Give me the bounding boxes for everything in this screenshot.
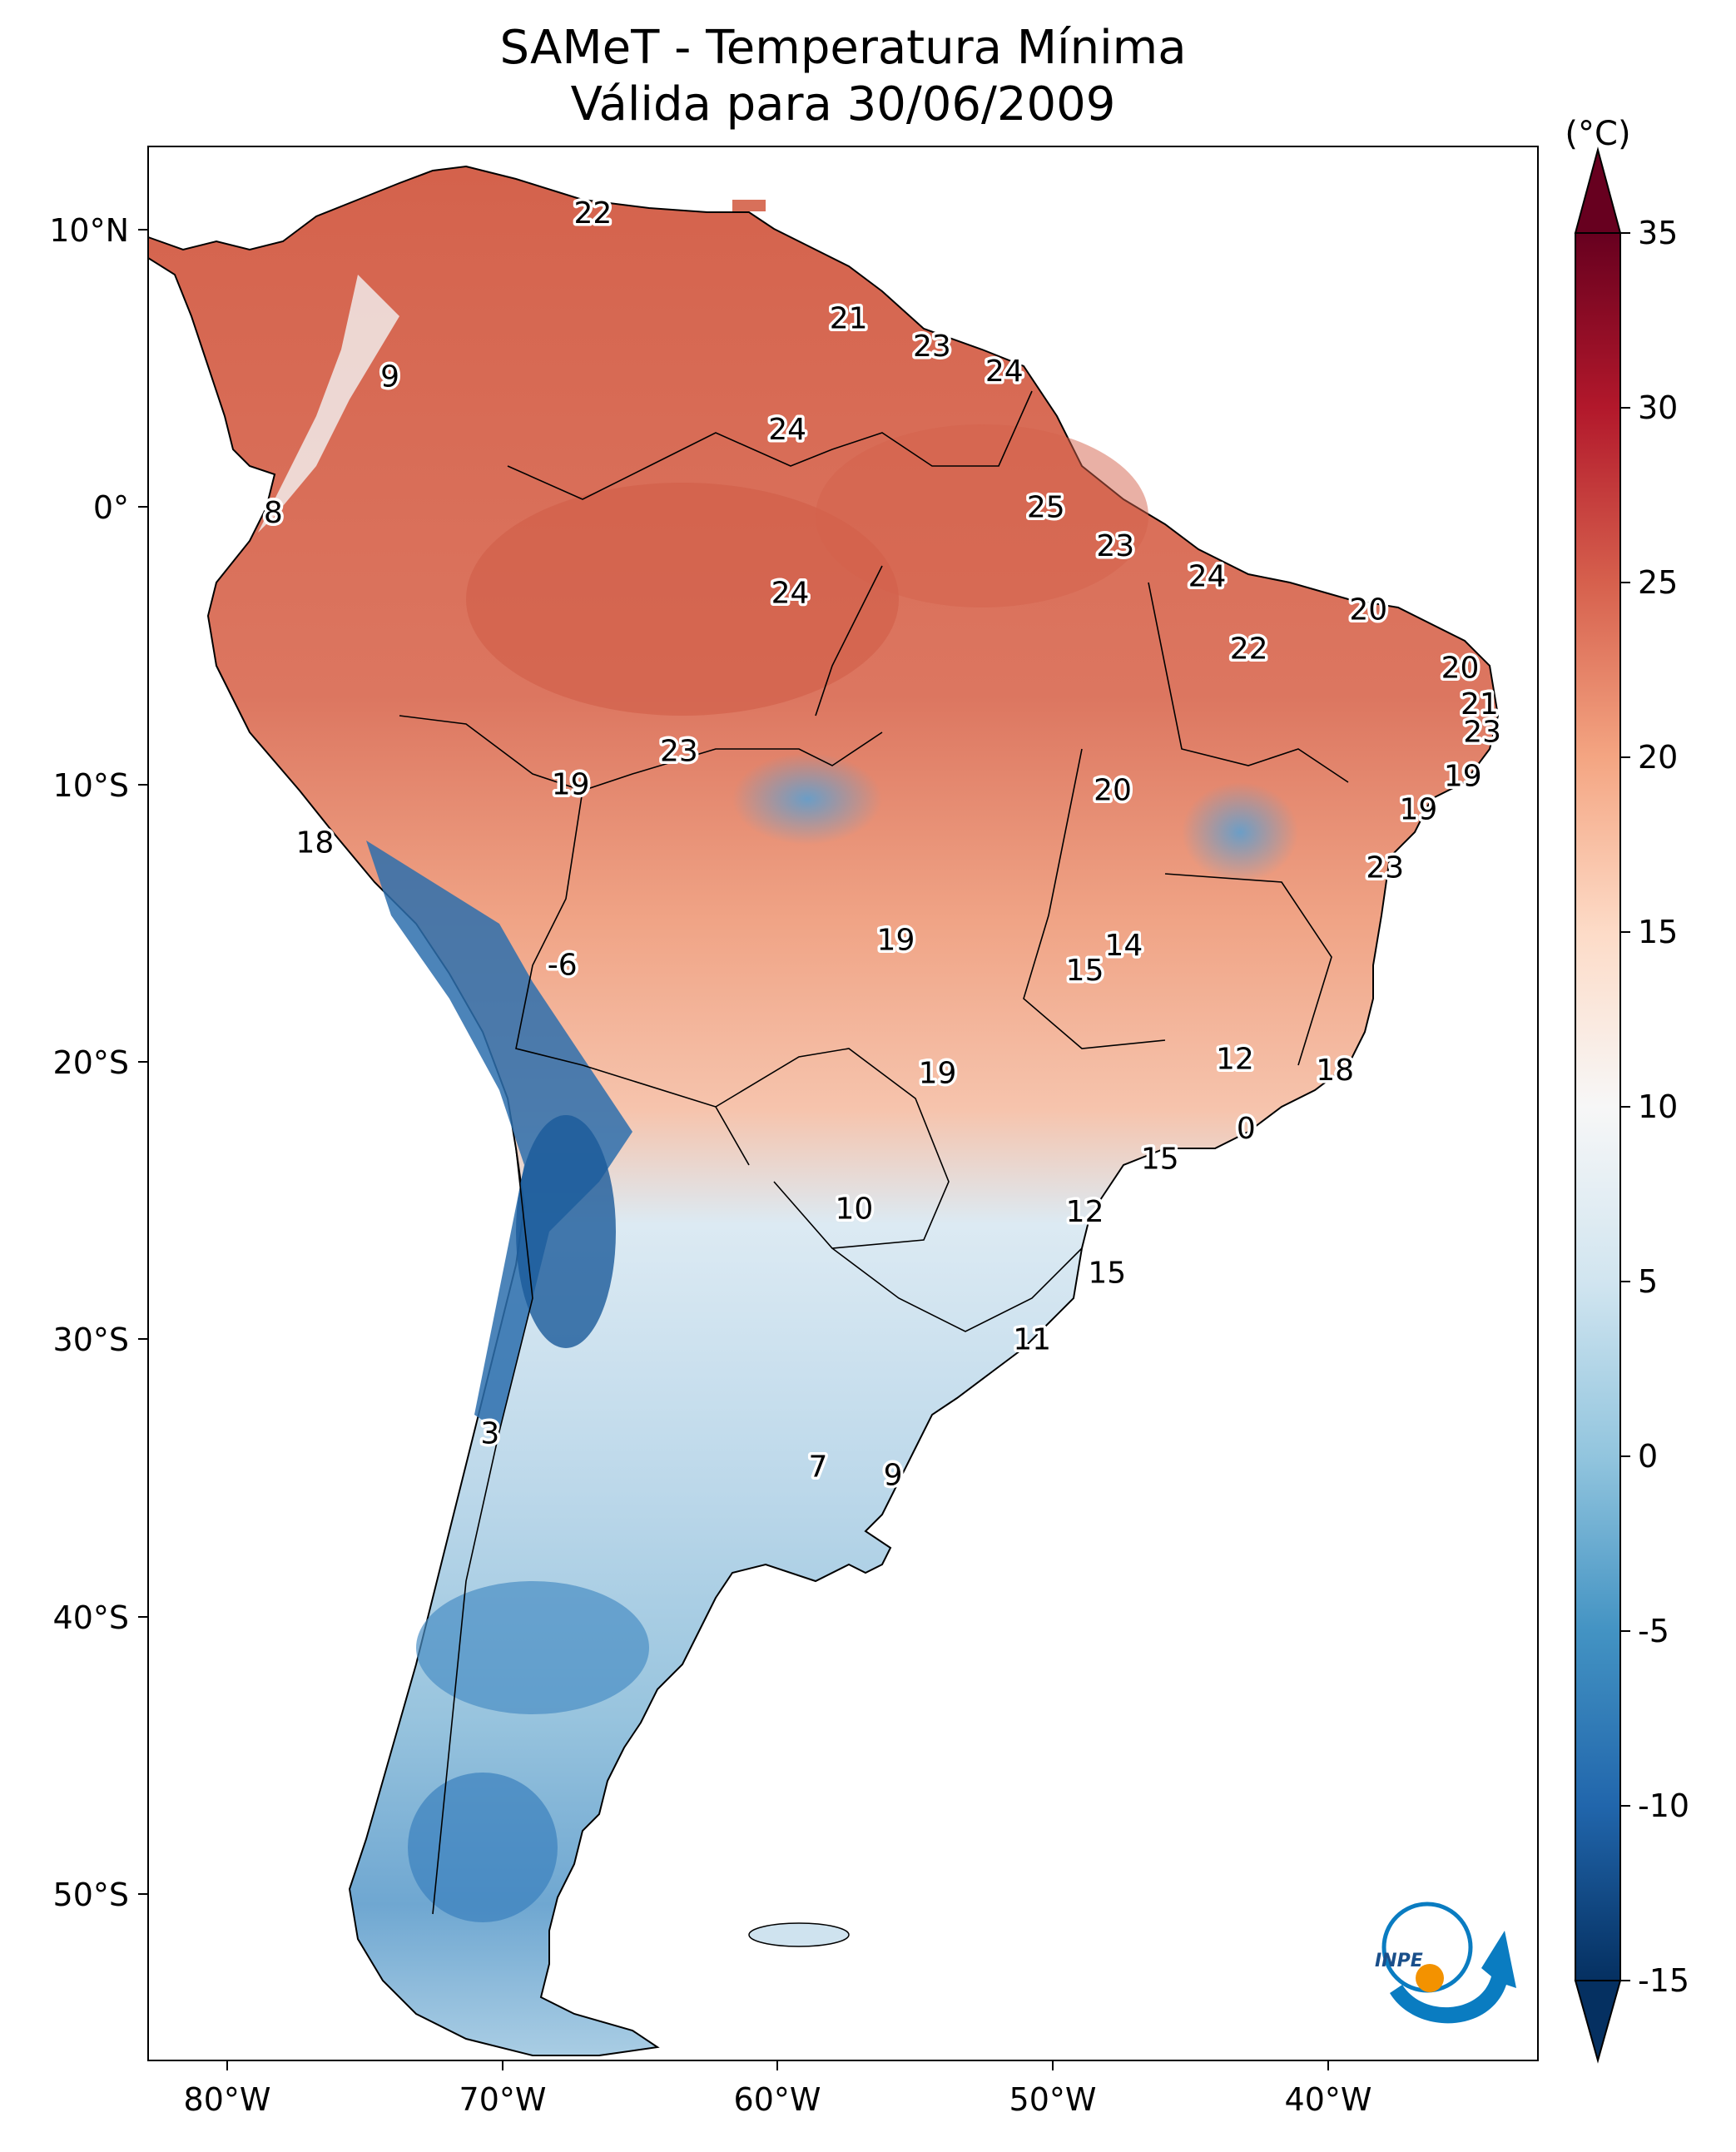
colorbar-tick-label: 35 (1638, 215, 1678, 251)
colorbar-tick-label: 30 (1638, 389, 1678, 426)
y-tick-label: 40°S (53, 1599, 129, 1636)
station-label: 21 (830, 302, 868, 336)
cool-region-bahia (1182, 782, 1298, 882)
station-label: 23 (1096, 529, 1134, 563)
x-tick-label: 60°W (734, 2081, 821, 2118)
station-label: 24 (771, 577, 810, 611)
colorbar-tick-label: 25 (1638, 564, 1678, 601)
border-north (507, 390, 1033, 500)
colorbar-tick-label: 15 (1638, 914, 1678, 950)
station-label: 19 (1444, 760, 1482, 794)
station-label: 7 (808, 1450, 827, 1485)
logo-swoosh-icon (1390, 1931, 1516, 2024)
station-label: 12 (1216, 1043, 1254, 1077)
station-label: 15 (1141, 1143, 1179, 1177)
warm-region-amazon (466, 483, 899, 716)
station-label: 11 (1013, 1322, 1051, 1356)
station-label: 15 (1088, 1256, 1126, 1290)
very-cold-region-chile-argentina (516, 1115, 616, 1348)
station-label: 12 (1066, 1195, 1104, 1229)
station-label: 24 (985, 355, 1024, 389)
x-tick-label: 70°W (459, 2081, 547, 2118)
station-label: 25 (1027, 490, 1065, 524)
station-label: 19 (1399, 793, 1437, 827)
colorbar-tick-label: 20 (1638, 739, 1678, 776)
station-label: 9 (380, 360, 399, 394)
station-label: 20 (1441, 652, 1480, 686)
title-line-2: Válida para 30/06/2009 (570, 77, 1116, 131)
border-brazil-states-4 (1148, 582, 1349, 783)
station-label: 24 (768, 413, 806, 447)
border-brazil-west (399, 715, 883, 791)
station-label: 19 (877, 923, 915, 957)
station-label: 8 (264, 496, 283, 530)
station-label: 23 (660, 735, 698, 769)
map-title: SAMeT - Temperatura Mínima Válida para 3… (148, 20, 1538, 133)
station-label: 23 (1463, 715, 1501, 749)
cold-region-patagonia (416, 1581, 649, 1714)
station-label: 3 (480, 1417, 499, 1451)
title-line-1: SAMeT - Temperatura Mínima (499, 21, 1187, 75)
x-tick-label: 80°W (184, 2081, 271, 2118)
border-uruguay (831, 1247, 1083, 1332)
border-paraguay (715, 1048, 950, 1249)
logo-dot-icon (1416, 1964, 1444, 1992)
border-chile-argentina (432, 1148, 533, 1915)
inpe-logo: INPE (1375, 1902, 1516, 2024)
station-label: 23 (1366, 851, 1404, 885)
y-tick-label: 20°S (53, 1044, 129, 1081)
station-label: 19 (919, 1056, 957, 1090)
colorbar-tick-label: 0 (1638, 1438, 1658, 1475)
border-brazil-states-1 (815, 565, 883, 717)
station-label: 19 (552, 768, 590, 802)
station-label: 22 (1230, 632, 1268, 666)
y-tick-label: 10°N (49, 212, 129, 249)
station-label: 20 (1349, 593, 1387, 627)
country-borders (399, 390, 1349, 1915)
border-brazil-states-3 (1164, 873, 1332, 1066)
cold-region-south-patagonia (408, 1773, 558, 1922)
station-label: 18 (295, 826, 334, 860)
falkland-islands (748, 1922, 850, 1947)
colorbar-tick-label: 10 (1638, 1088, 1678, 1125)
station-label: 23 (913, 330, 951, 364)
station-label: 24 (1188, 560, 1227, 594)
x-tick-label: 50°W (1009, 2081, 1097, 2118)
station-label: 18 (1316, 1054, 1354, 1088)
y-tick-label: 30°S (53, 1321, 129, 1358)
station-label: 22 (573, 196, 612, 231)
colorbar-tick-label: -5 (1638, 1613, 1669, 1649)
station-label: 0 (1237, 1112, 1256, 1146)
cool-region-mato-grosso (732, 753, 882, 845)
y-tick-label: 0° (93, 489, 129, 526)
station-label: 9 (884, 1459, 903, 1493)
station-label: 21 (1461, 687, 1499, 721)
colorbar-max-arrow-icon (1574, 146, 1622, 234)
station-label: 20 (1094, 773, 1132, 807)
colorbar-ticks: 35 30 25 20 15 10 5 0 -5 -10 -15 (1620, 215, 1689, 1999)
x-tick-label: 40°W (1285, 2081, 1372, 2118)
station-label: 10 (835, 1193, 873, 1227)
cool-streak-colombia (258, 275, 399, 533)
caribbean-islands (732, 200, 766, 211)
colorbar-tick-label: -15 (1638, 1962, 1689, 1999)
y-tick-label: 50°S (53, 1877, 129, 1913)
station-label: 15 (1066, 954, 1104, 988)
station-label: 14 (1104, 929, 1143, 963)
border-brazil-states-2 (1023, 748, 1166, 1049)
y-axis: 10°N 0° 10°S 20°S 30°S 40°S 50°S (49, 212, 148, 1913)
warm-region-para (816, 424, 1148, 607)
x-axis: 80°W 70°W 60°W 50°W 40°W (184, 2060, 1372, 2118)
station-label: -6 (548, 948, 578, 982)
colorbar-bar (1575, 232, 1621, 1981)
colorbar-min-arrow-icon (1574, 1980, 1622, 2064)
logo-text: INPE (1375, 1951, 1423, 1971)
colorbar-tick-label: 5 (1638, 1263, 1658, 1300)
y-tick-label: 10°S (53, 767, 129, 804)
colorbar-tick-label: -10 (1638, 1788, 1689, 1824)
